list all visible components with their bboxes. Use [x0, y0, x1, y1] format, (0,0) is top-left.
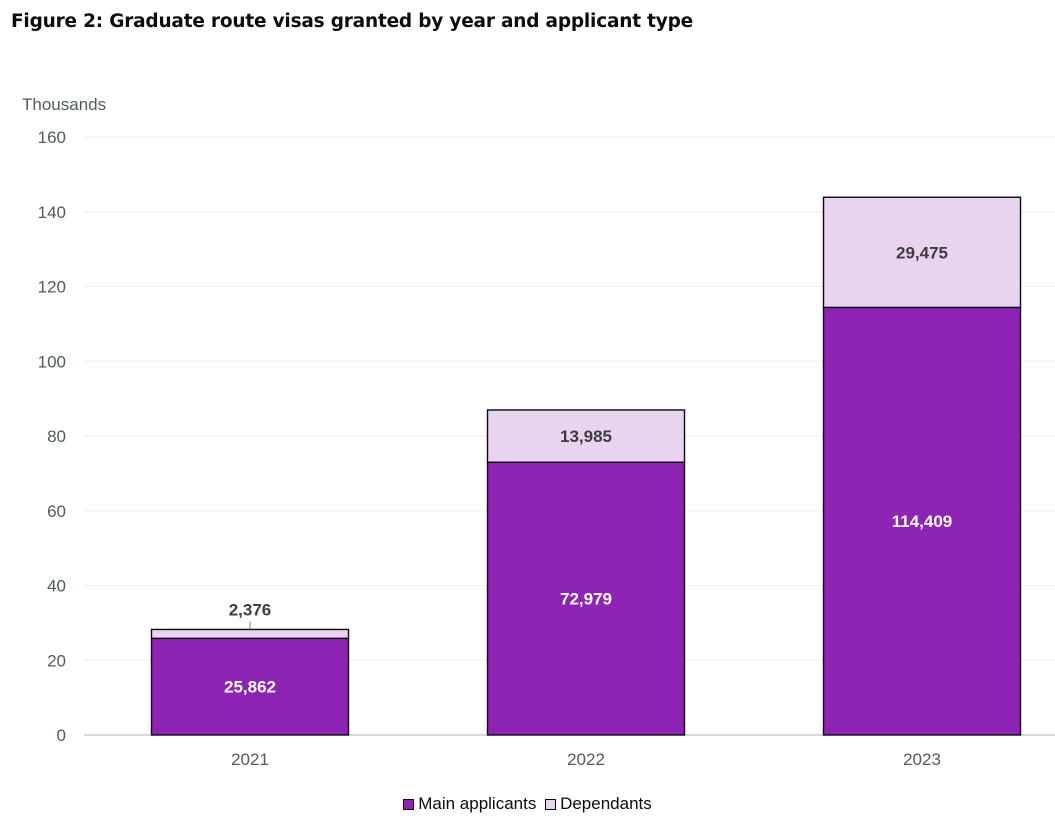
data-label-main-applicants-2022: 72,979: [560, 590, 612, 609]
legend-swatch-dependants: [545, 798, 557, 810]
bar-main-applicants-2023: [822, 306, 1022, 736]
y-tick-label-20: 20: [47, 651, 66, 670]
y-tick-label-120: 120: [38, 278, 66, 297]
x-tick-label-2021: 2021: [231, 750, 269, 769]
y-tick-label-100: 100: [38, 352, 66, 371]
bar-main-applicants-2021: [150, 637, 350, 736]
y-axis: Thousands 0 20 40 60 80 100 120 140 160: [22, 95, 106, 745]
legend: Main applicants Dependants: [0, 794, 1055, 815]
y-tick-label-80: 80: [47, 427, 66, 446]
x-axis: 2021 2022 2023: [231, 750, 941, 769]
x-tick-label-2022: 2022: [567, 750, 605, 769]
y-axis-unit-label: Thousands: [22, 95, 106, 114]
bar-main-applicants-2022: [486, 461, 686, 736]
data-label-dependants-2023: 29,475: [896, 243, 948, 262]
data-label-dependants-2021: 2,376: [229, 600, 272, 619]
y-tick-label-160: 160: [38, 128, 66, 147]
y-tick-label-60: 60: [47, 502, 66, 521]
data-label-dependants-2022: 13,985: [560, 427, 612, 446]
bars: 25,862 2,376 72,979 13,985 114,409 29,475: [150, 196, 1022, 736]
stacked-bar-chart: Thousands 0 20 40 60 80 100 120 140 160 25,862 2,…: [22, 95, 1055, 769]
legend-label-main-applicants: Main applicants: [418, 794, 537, 813]
legend-item-main-applicants[interactable]: Main applicants: [403, 794, 536, 814]
data-label-main-applicants-2021: 25,862: [224, 678, 276, 697]
figure-title: Figure 2: Graduate route visas granted b…: [11, 11, 693, 32]
legend-label-dependants: Dependants: [560, 794, 652, 813]
bar-dependants-2023: [822, 196, 1022, 309]
y-tick-label-0: 0: [57, 726, 66, 745]
legend-swatch-main-applicants: [403, 798, 415, 810]
y-tick-label-140: 140: [38, 203, 66, 222]
bar-dependants-2021: [150, 628, 350, 640]
bar-dependants-2022: [486, 409, 686, 463]
legend-item-dependants[interactable]: Dependants: [545, 794, 652, 814]
x-tick-label-2023: 2023: [903, 750, 941, 769]
y-tick-label-40: 40: [47, 577, 66, 596]
data-label-main-applicants-2023: 114,409: [892, 512, 953, 531]
